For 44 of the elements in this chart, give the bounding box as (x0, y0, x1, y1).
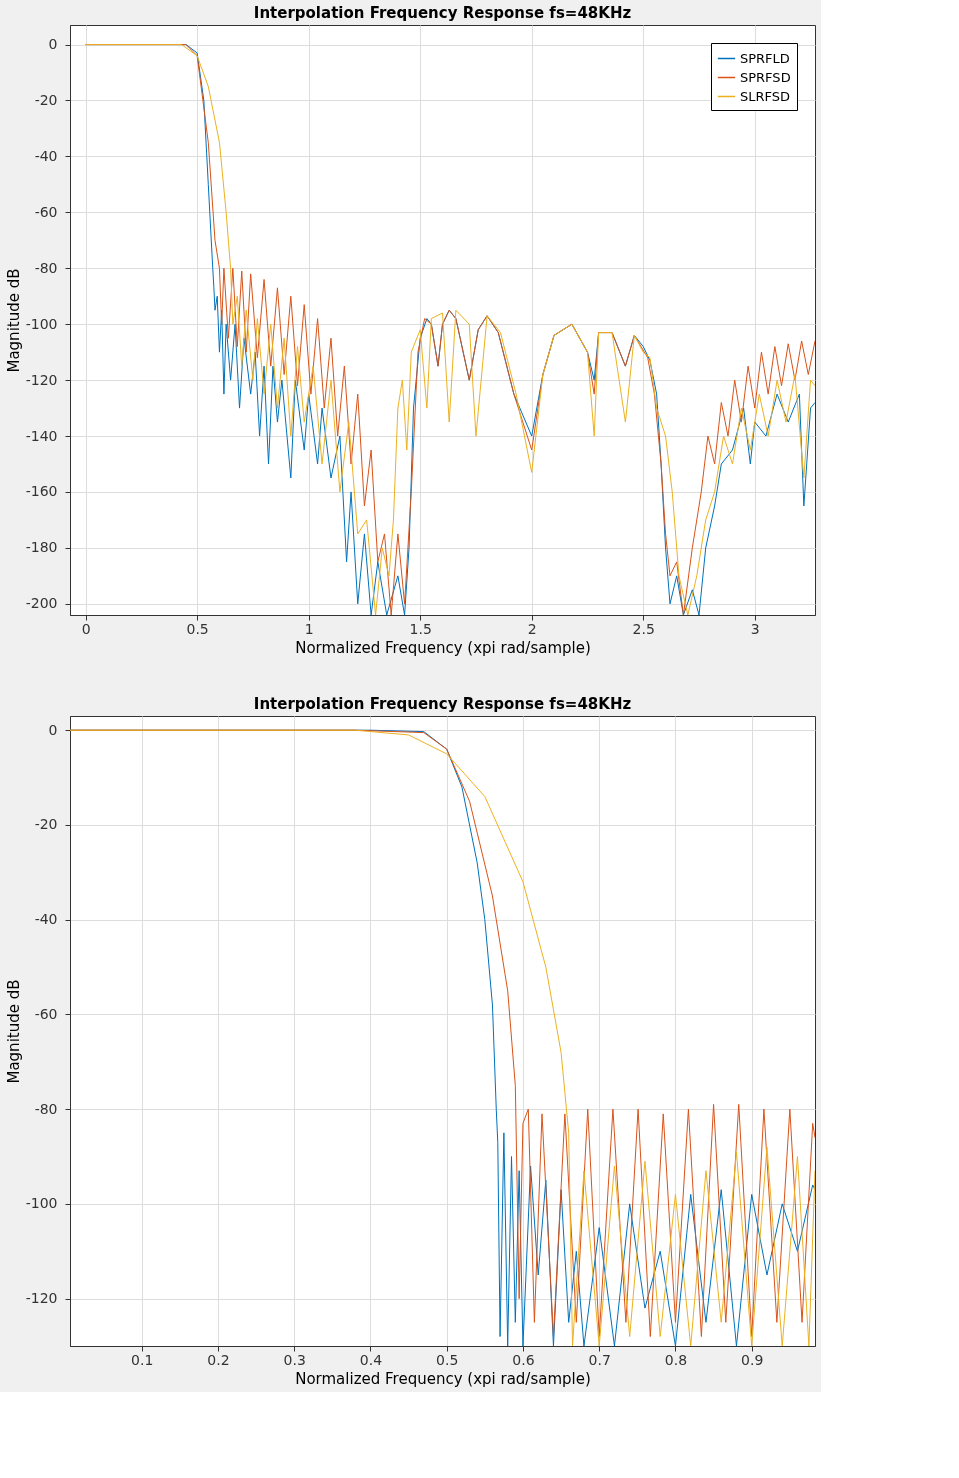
y-axis-title: Magnitude dB (4, 979, 23, 1084)
chart-title: Interpolation Frequency Response fs=48KHz (253, 695, 632, 713)
x-tick-label: 0.5 (186, 620, 209, 637)
chart-title: Interpolation Frequency Response fs=48KHz (253, 4, 632, 22)
legend-label: SLRFSD (740, 88, 791, 104)
y-tick-label: -120 (25, 1290, 58, 1307)
x-tick-label: 0.3 (283, 1351, 306, 1368)
legend-label: SPRFLD (740, 50, 790, 66)
x-tick-label: 0.4 (359, 1351, 383, 1368)
y-axis-title: Magnitude dB (4, 268, 23, 373)
y-tick-label: -200 (25, 595, 58, 612)
y-tick-label: -20 (34, 92, 58, 108)
y-tick-label: -180 (25, 539, 58, 556)
x-tick-label: 0 (81, 620, 91, 637)
y-tick-label: -40 (34, 911, 58, 928)
x-tick-label: 1 (304, 620, 314, 637)
x-tick-label: 2 (527, 620, 537, 637)
y-tick-label: -40 (34, 147, 58, 164)
x-tick-label: 0.6 (512, 1351, 535, 1368)
x-tick-label: 0.7 (588, 1351, 611, 1368)
y-tick-label: -20 (34, 816, 58, 833)
x-tick-label: 0.8 (664, 1351, 688, 1368)
x-tick-label: 0.5 (436, 1351, 459, 1368)
y-tick-label: -60 (34, 203, 58, 220)
y-tick-label: 0 (48, 721, 58, 738)
line-series (85, 44, 815, 615)
x-axis-title: Normalized Frequency (xpi rad/sample) (295, 1369, 591, 1388)
x-tick-label: 0.9 (741, 1351, 764, 1368)
y-tick-label: 0 (48, 36, 58, 53)
y-tick-label: -160 (25, 483, 58, 500)
y-tick-label: -100 (25, 315, 58, 332)
y-tick-label: -60 (34, 1005, 58, 1022)
y-tick-label: -120 (25, 371, 58, 388)
x-tick-label: 2.5 (632, 620, 655, 637)
x-axis-title: Normalized Frequency (xpi rad/sample) (295, 638, 591, 657)
x-tick-label: 3 (750, 620, 760, 637)
x-tick-label: 1.5 (409, 620, 432, 637)
y-tick-label: -140 (25, 427, 58, 444)
y-tick-label: -80 (34, 259, 58, 276)
y-tick-label: -100 (25, 1195, 58, 1212)
x-tick-label: 0.2 (207, 1351, 230, 1368)
x-tick-label: 0.1 (131, 1351, 154, 1368)
legend-label: SPRFSD (740, 69, 791, 85)
y-tick-label: -80 (34, 1100, 58, 1117)
